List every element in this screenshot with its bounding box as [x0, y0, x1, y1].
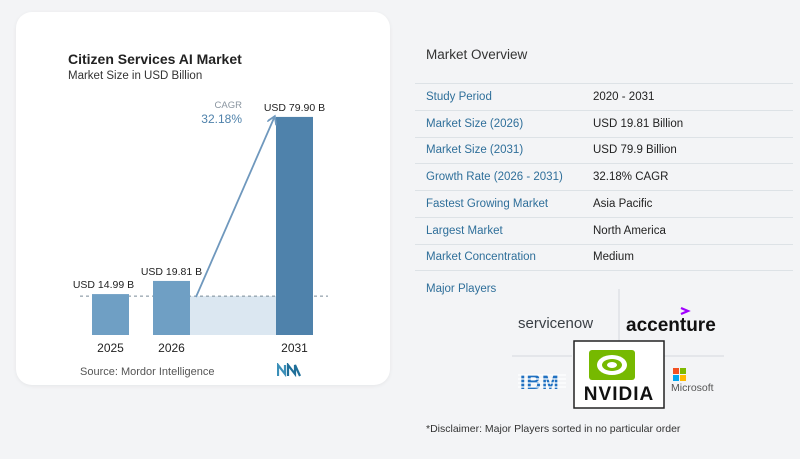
growth-shade-area [190, 296, 276, 335]
bar-value-label: USD 79.90 B [264, 102, 325, 114]
table-row: Fastest Growing Market Asia Pacific [415, 190, 793, 217]
disclaimer-text: *Disclaimer: Major Players sorted in no … [426, 423, 681, 435]
cagr-arrow [195, 118, 274, 298]
chart-title: Citizen Services AI Market [68, 51, 242, 67]
bar-2031 [276, 116, 313, 335]
mordor-intelligence-logo [277, 363, 301, 377]
row-value: USD 79.9 Billion [593, 144, 677, 157]
table-row: Study Period 2020 - 2031 [415, 83, 793, 110]
row-value: 2020 - 2031 [593, 90, 655, 103]
source-text: Source: Mordor Intelligence [80, 366, 215, 378]
bar-2025 [92, 294, 129, 335]
bar-2026 [153, 280, 190, 335]
row-label: Study Period [426, 90, 492, 103]
cagr-value: 32.18% [201, 112, 242, 126]
row-label: Largest Market [426, 224, 503, 237]
market-overview-panel: Market Overview Study Period 2020 - 2031… [415, 0, 800, 459]
row-value: Asia Pacific [593, 198, 653, 211]
row-label: Fastest Growing Market [426, 198, 549, 211]
chart-subtitle: Market Size in USD Billion [68, 70, 203, 82]
row-label: Growth Rate (2026 - 2031) [426, 171, 563, 184]
overview-table: Study Period 2020 - 2031 Market Size (20… [415, 83, 793, 271]
row-label: Market Size (2026) [426, 117, 524, 130]
bar-value-label: USD 14.99 B [73, 279, 134, 291]
row-label: Market Concentration [426, 251, 536, 264]
table-row: Market Size (2031) USD 79.9 Billion [415, 136, 793, 164]
row-value: USD 19.81 Billion [593, 117, 684, 130]
cagr-label: CAGR [215, 100, 243, 111]
category-tick-label: 2031 [281, 341, 308, 355]
row-label: Market Size (2031) [426, 144, 524, 157]
major-players-title: Major Players [426, 283, 497, 295]
overview-title: Market Overview [426, 47, 528, 62]
table-row: Market Size (2026) USD 19.81 Billion [415, 109, 793, 137]
bar-chart: USD 14.99 B 2025 USD 19.81 B 2026 USD 79.90 … [73, 100, 328, 355]
row-value: 32.18% CAGR [593, 171, 669, 184]
table-row: Growth Rate (2026 - 2031) 32.18% CAGR [415, 163, 793, 190]
category-tick-label: 2026 [158, 341, 185, 355]
bar-value-label: USD 19.81 B [141, 266, 202, 278]
table-row: Largest Market North America [415, 216, 793, 244]
table-row: Market Concentration Medium [415, 243, 793, 271]
category-tick-label: 2025 [97, 341, 124, 355]
row-value: North America [593, 224, 666, 237]
row-value: Medium [593, 251, 634, 264]
